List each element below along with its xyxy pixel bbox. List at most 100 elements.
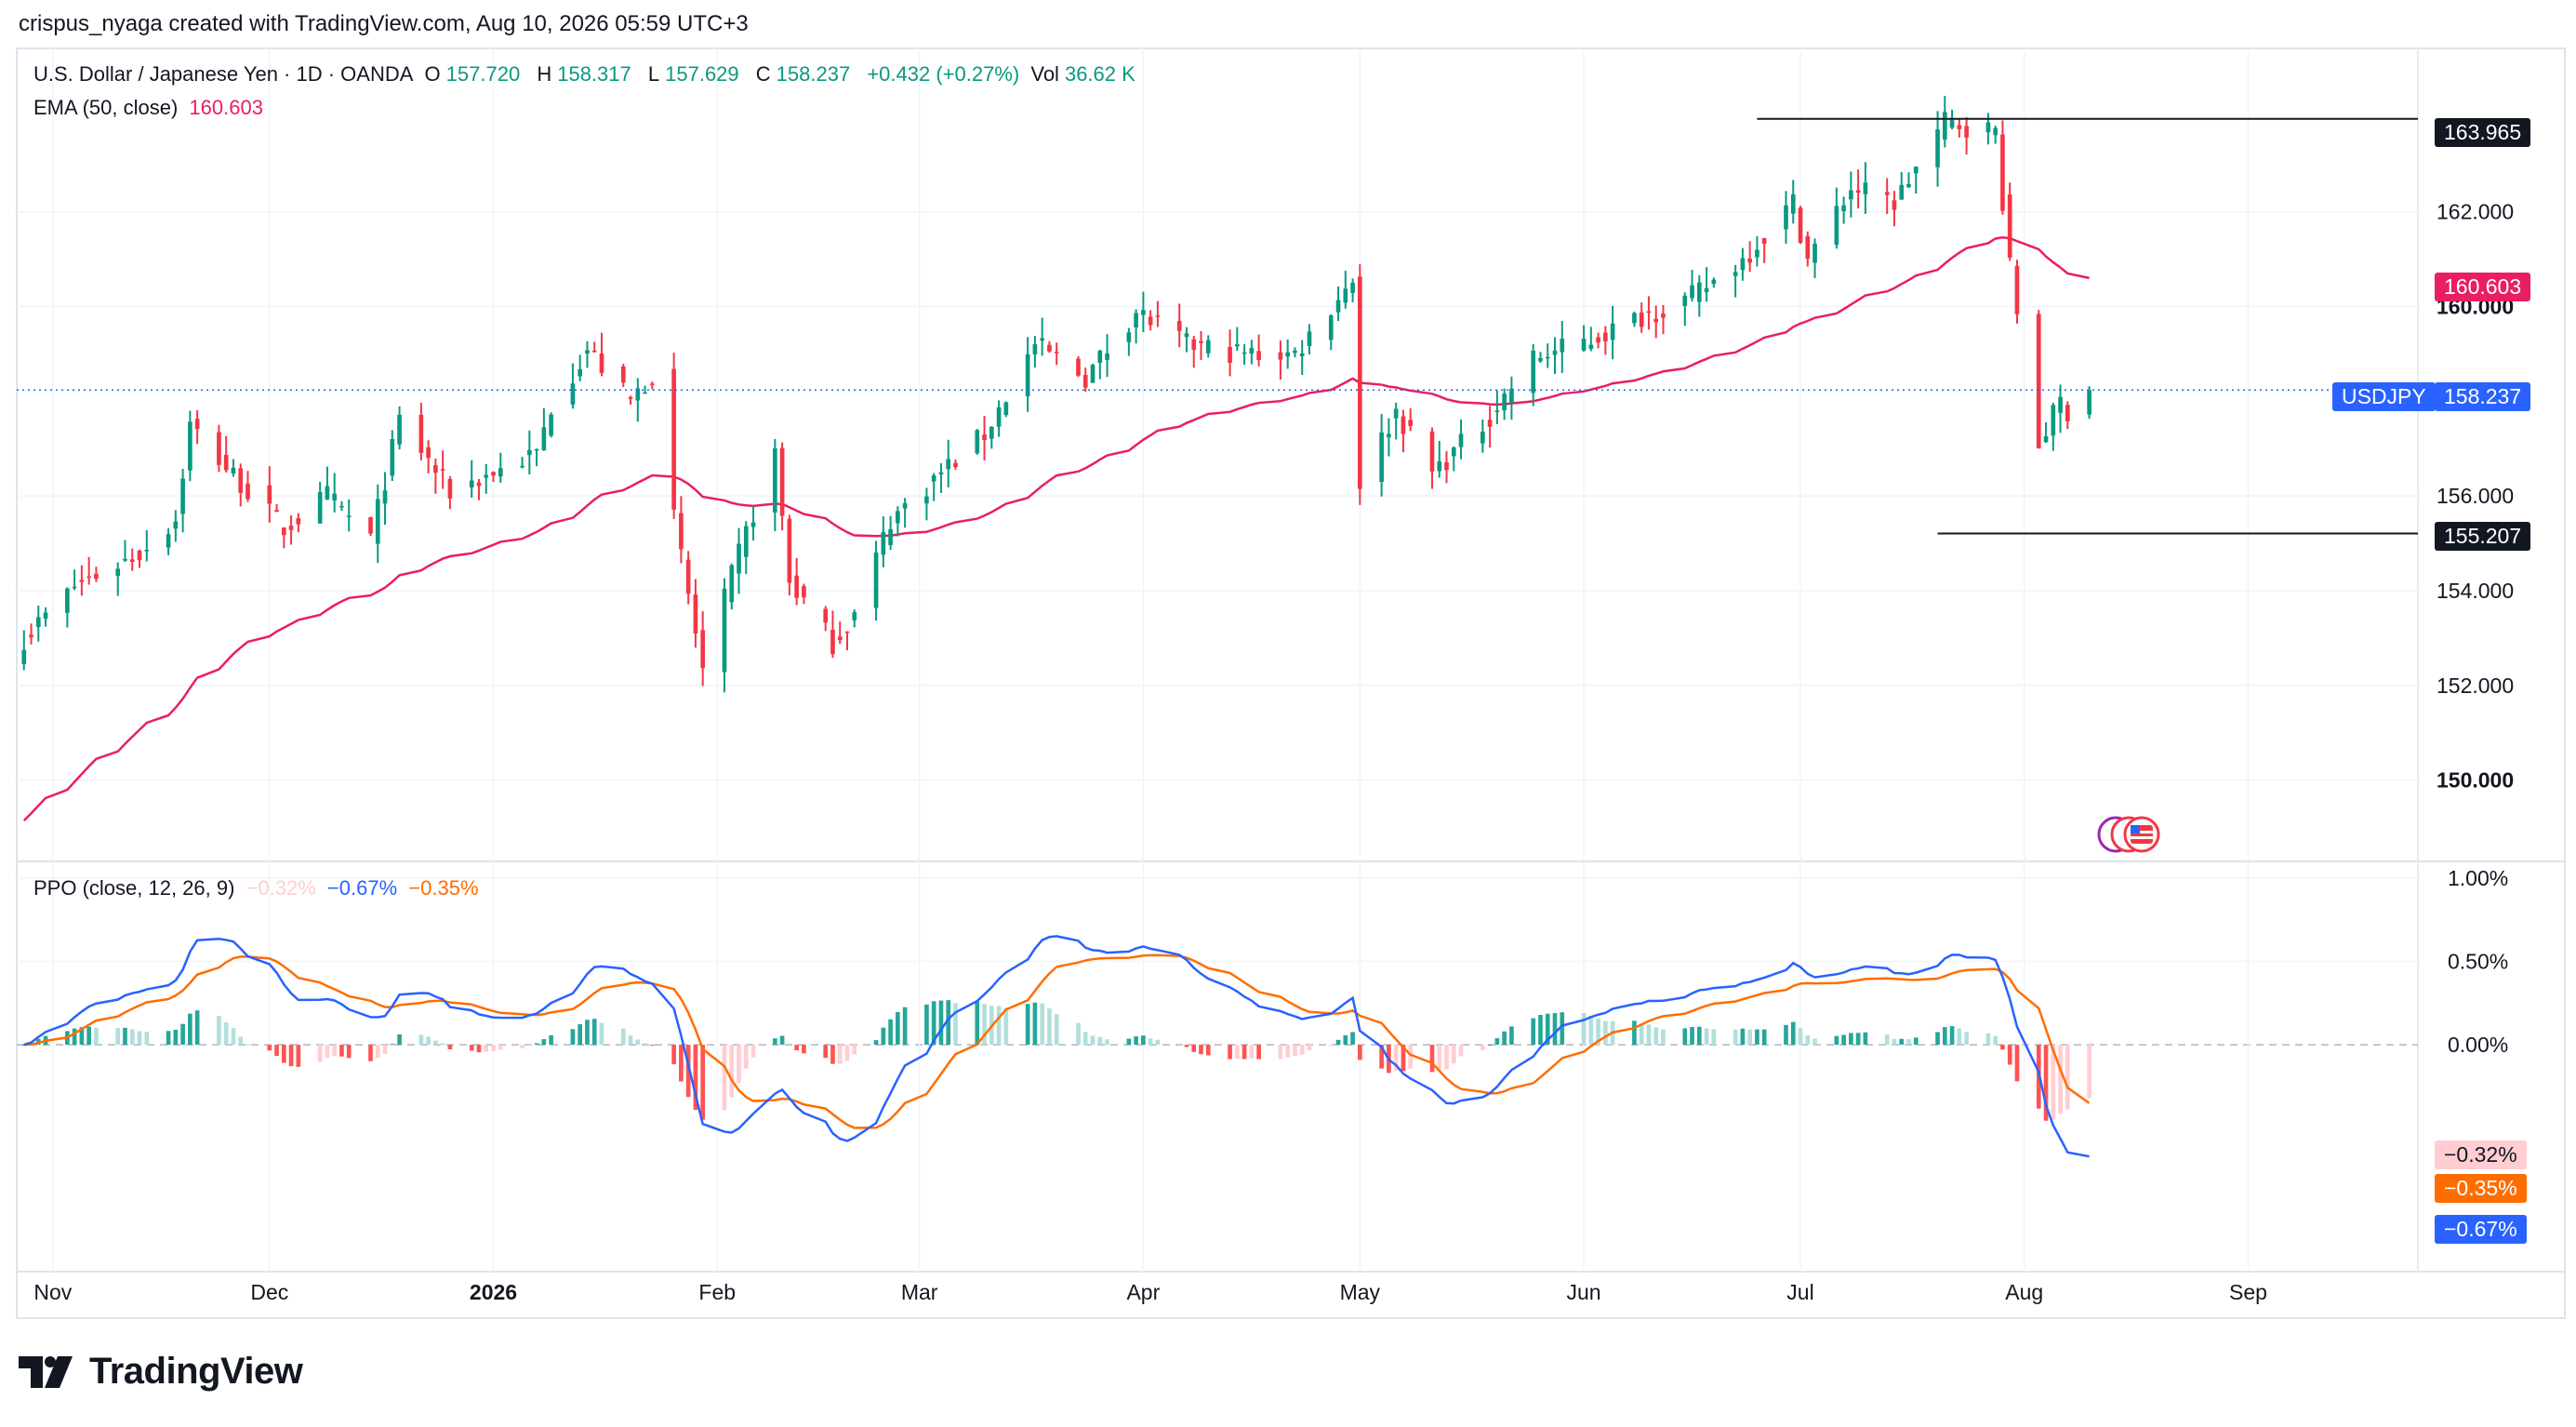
ppo-histogram-bar [144,1032,150,1046]
candle-body [1293,350,1297,353]
candle-body [1849,190,1853,200]
ppo-histogram-bar [231,1028,236,1046]
candle-body [2007,194,2012,258]
ppo-histogram-bar [837,1045,843,1064]
candle-body [1884,192,1890,195]
ppo-label: PPO (close, 12, 26, 9) [33,876,235,900]
ema-tag: 160.603 [2435,273,2531,301]
ppo-tick-label: 1.00% [2448,866,2508,890]
candle-body [1155,315,1161,317]
ppo-histogram-bar [996,1006,1002,1046]
ticker-tag[interactable]: USDJPY [2332,382,2436,411]
candle-body [1755,249,1759,258]
ppo-histogram-bar [1834,1035,1839,1046]
ppo-histogram-bar [426,1036,431,1046]
ppo-histogram-bar [469,1045,474,1051]
ppo-histogram-bar [1899,1038,1905,1046]
ppo-signal-value: −0.35% [408,876,479,900]
last-price-tag: 158.237 [2435,382,2531,411]
candle-body [953,462,958,468]
ppo-histogram-bar [635,1039,641,1046]
ppo-histogram-bar [1913,1037,1919,1046]
ppo-histogram-bar [794,1045,799,1051]
candle-body [1054,352,1059,353]
ppo-histogram-bar [317,1045,323,1062]
candle-body [21,649,27,664]
ppo-histogram-bar [737,1045,741,1084]
ppo-histogram-bar [1097,1036,1103,1046]
ppo-histogram-bar [484,1045,489,1052]
ppo-histogram-bar [173,1029,179,1046]
ppo-histogram-bar [390,1044,395,1046]
ppo-histogram-bar [1487,1045,1493,1047]
candle-body [2000,134,2005,211]
chart-frame [16,47,2566,1319]
ppo-hist-value: −0.32% [246,876,316,900]
candle-body [1387,433,1391,438]
candle-body [1025,353,1030,397]
candle-body [1176,321,1182,331]
ppo-histogram-bar [123,1027,127,1046]
candle-body [1639,312,1644,327]
ppo-histogram-bar [938,1000,944,1046]
ppo-histogram-bar [773,1038,777,1046]
ppo-histogram-bar [1690,1027,1694,1046]
candle-body [1892,200,1897,210]
time-tick-label: Dec [250,1280,288,1304]
ppo-histogram-bar [1849,1033,1853,1046]
candle-body [346,515,352,517]
candle-body [1487,420,1493,427]
ppo-histogram-bar [1798,1028,1803,1046]
candle-body [173,521,179,529]
candle-body [578,368,583,377]
candle-body [1148,316,1153,326]
ema-legend[interactable]: EMA (50, close) 160.603 [33,96,269,120]
candle-body [844,631,850,633]
ppo-histogram-bar [750,1045,756,1058]
symbol-legend: U.S. Dollar / Japanese Yen · 1D · OANDA … [33,62,1147,87]
ppo-histogram-bar [1379,1045,1384,1069]
tradingview-logo[interactable]: TradingView [19,1351,303,1393]
candle-body [1899,184,1905,200]
economic-events-icon[interactable] [2097,816,2160,853]
candle-body [787,518,792,583]
candle-body [1076,358,1081,376]
candle-body [144,550,150,552]
ppo-histogram-bar [274,1045,279,1057]
candle-body [1740,258,1746,271]
symbol-name[interactable]: U.S. Dollar / Japanese Yen · 1D · OANDA [33,62,414,86]
time-tick-label: Sep [2229,1280,2267,1304]
candle-body [469,480,474,487]
ppo-histogram-bar [650,1045,655,1047]
candle-body [1993,127,1998,136]
grid: 150.000152.000154.000156.000160.000162.0… [17,48,2514,1304]
candle-body [1834,206,1839,246]
candle-body [1690,285,1694,299]
ppo-legend[interactable]: PPO (close, 12, 26, 9) −0.32% −0.67% −0.… [33,876,485,900]
ppo-histogram-bar [1228,1045,1232,1060]
ppo-histogram-bar [1761,1029,1767,1046]
candle-body [129,559,135,562]
ppo-histogram-bar [643,1043,647,1046]
candle-body [79,580,85,582]
ppo-tick-label: 0.50% [2448,950,2508,974]
ppo-pane[interactable] [21,935,2091,1158]
ppo-histogram-bar [397,1034,402,1046]
candle-body [1481,431,1485,444]
ppo-histogram-bar [1993,1035,1998,1046]
candle-body [375,499,380,544]
time-tick-label: Jul [1786,1280,1813,1304]
ppo-histogram-bar [137,1031,142,1046]
candle-body [1531,350,1536,393]
ppo-histogram-bar [896,1011,900,1046]
ppo-histogram-bar [1755,1029,1759,1046]
ohlc-open: O 157.720 [424,62,521,86]
price-pane[interactable] [21,96,2091,821]
ppo-histogram-bar [722,1045,727,1111]
candle-body [1184,333,1189,338]
candle-body [188,421,193,471]
ppo-histogram-bar [902,1007,908,1046]
ppo-histogram-bar [2051,1045,2056,1120]
candle-body [1704,287,1709,293]
